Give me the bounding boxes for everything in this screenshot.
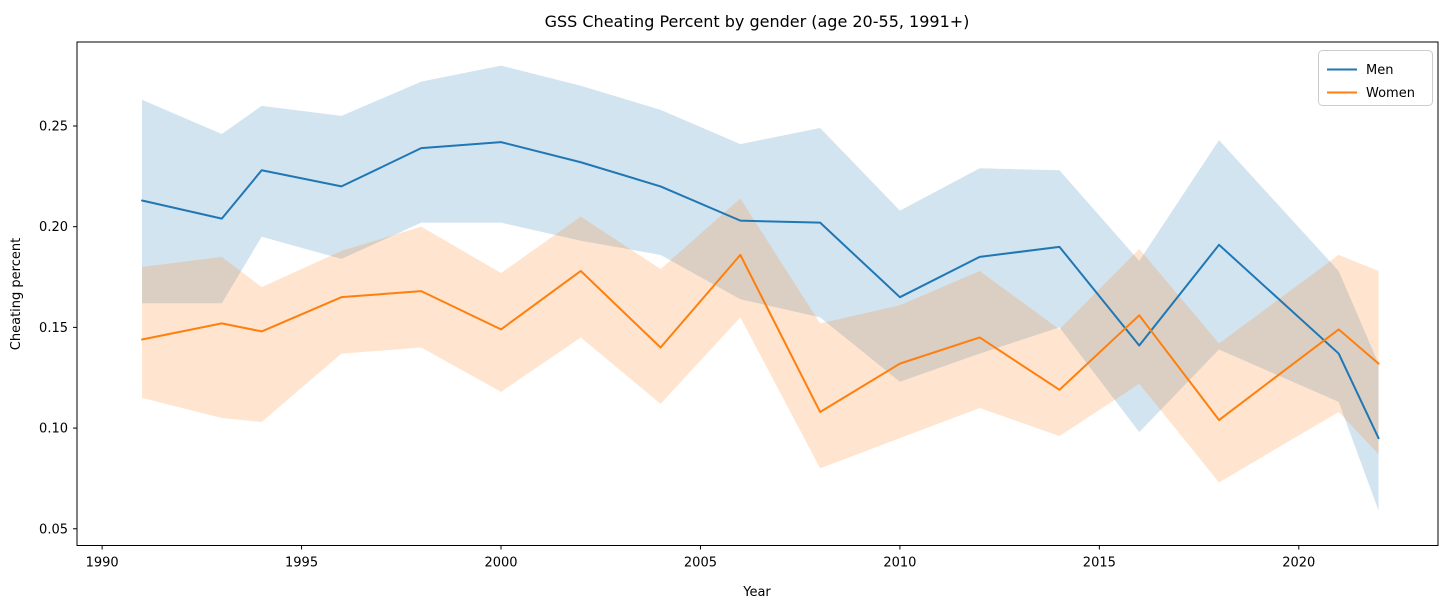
x-axis-label: Year	[742, 585, 771, 600]
legend-men-label: Men	[1366, 63, 1393, 78]
y-tick-label: 0.25	[39, 119, 68, 134]
tick-labels: 1990 1995 2000 2005 2010 2015 2020 0.05 0.10 0.15…	[39, 119, 1315, 570]
men-line	[141, 141, 1380, 440]
legend-women-label: Women	[1366, 86, 1415, 101]
y-tick-label: 0.05	[39, 522, 68, 537]
x-tick-label: 2015	[1083, 556, 1116, 571]
legend: Men Women	[1318, 50, 1433, 106]
y-axis-label: Cheating percent	[9, 238, 24, 350]
y-tick-label: 0.15	[39, 321, 68, 336]
chart-title: GSS Cheating Percent by gender (age 20-5…	[545, 12, 970, 31]
x-tick-label: 2010	[883, 556, 916, 571]
confidence-bands	[142, 65, 1379, 511]
x-tick-label: 2000	[484, 556, 517, 571]
women-line	[141, 253, 1380, 422]
x-tick-label: 2005	[684, 556, 717, 571]
x-tick-label: 2020	[1282, 556, 1315, 571]
y-tick-label: 0.20	[39, 220, 68, 235]
men-confidence-band	[142, 65, 1379, 511]
plot-border	[76, 41, 1439, 546]
axes	[73, 41, 1439, 550]
women-confidence-band	[142, 198, 1379, 483]
x-tick-label: 1990	[86, 556, 119, 571]
x-tick-label: 1995	[285, 556, 318, 571]
data-lines	[141, 141, 1380, 440]
y-tick-label: 0.10	[39, 422, 68, 437]
